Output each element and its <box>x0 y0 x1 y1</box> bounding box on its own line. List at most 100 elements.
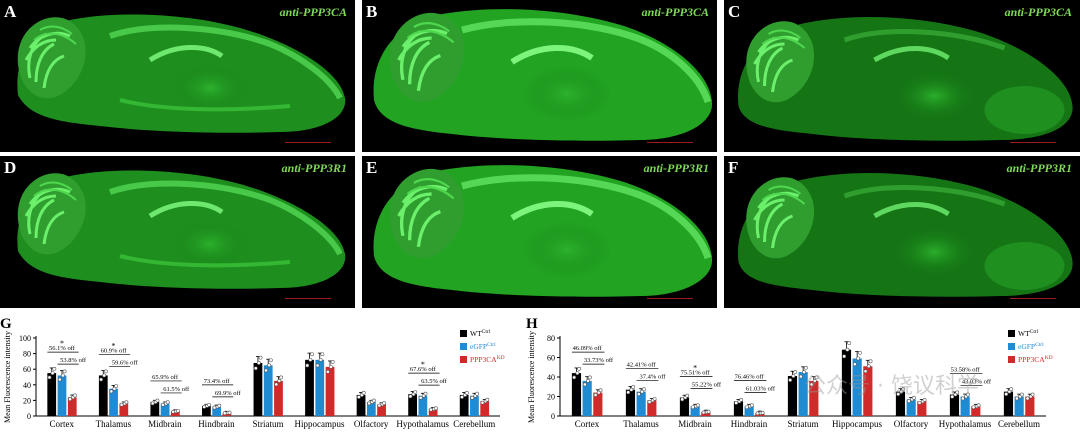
x-tick-label: Hippocampus <box>295 419 345 429</box>
data-point <box>227 410 232 415</box>
data-point <box>899 389 904 394</box>
annotation-top: 46.09% off <box>573 345 603 352</box>
data-point <box>60 373 65 378</box>
data-point <box>256 361 261 365</box>
data-point <box>852 362 857 367</box>
data-point <box>642 387 646 392</box>
data-point <box>950 394 955 399</box>
annotation-top: 75.51% off <box>681 369 711 376</box>
bar <box>593 392 603 416</box>
y-axis-label: Mean Fluorescence intensity <box>527 331 536 423</box>
watermark: 公众号 · 饶议科学 <box>804 374 979 399</box>
legend-label: eGFPCtrl <box>470 342 496 351</box>
annotation-bottom: 55.22% off <box>692 381 722 388</box>
legend-swatch <box>460 330 467 337</box>
data-point <box>966 392 970 397</box>
legend-swatch <box>460 356 467 363</box>
panel-title: anti-PPP3CA <box>1004 5 1072 19</box>
data-point <box>922 398 927 402</box>
scale-bar <box>285 142 331 143</box>
data-point <box>268 358 273 363</box>
bar <box>150 401 160 416</box>
panel-f: F anti-PPP3R1 <box>724 156 1080 308</box>
data-point <box>367 401 372 406</box>
data-point <box>377 403 382 408</box>
panel-title: anti-PPP3CA <box>279 5 347 19</box>
annotation-bottom: 53.8% off <box>60 357 87 364</box>
chart-g: G Mean Fluorescence intensity 0 20 40 60 80 10… <box>0 316 520 434</box>
bar <box>377 404 386 416</box>
data-point <box>685 393 690 398</box>
bar <box>366 401 376 416</box>
legend-swatch <box>1008 343 1015 350</box>
y-tick-label: 40 <box>23 381 31 390</box>
data-point <box>325 369 330 374</box>
chart-h: H Mean Fluorescence intensity 0 20 40 60 80 Co… <box>526 316 1080 434</box>
panel-title: anti-PPP3R1 <box>281 161 347 175</box>
annotation-bottom: 69.9% off <box>215 390 242 397</box>
data-point <box>279 375 284 380</box>
annotation-bottom: 63.5% off <box>421 378 448 385</box>
data-point <box>814 375 819 380</box>
x-tick-label: Hindbrain <box>198 419 235 429</box>
data-point <box>207 402 211 407</box>
data-point <box>253 366 258 371</box>
data-point <box>124 400 129 405</box>
significance-star: * <box>60 339 64 348</box>
significance-star: * <box>112 341 116 350</box>
data-point <box>701 410 706 415</box>
y-tick-label: 0 <box>551 412 555 421</box>
data-point <box>464 390 469 395</box>
bar <box>809 380 819 416</box>
data-point <box>906 399 911 403</box>
brain-section-image <box>0 0 355 152</box>
data-point <box>750 403 754 408</box>
brain-section-image <box>724 0 1080 152</box>
data-point <box>112 386 117 391</box>
bar <box>212 406 222 416</box>
bar <box>202 405 211 416</box>
panel-label: E <box>366 158 378 177</box>
data-point <box>264 368 268 373</box>
annotation-top: 53.58% off <box>951 367 981 374</box>
y-tick-label: 40 <box>547 373 555 382</box>
data-point <box>858 350 862 355</box>
data-point <box>680 397 685 402</box>
data-point <box>413 390 418 394</box>
bar <box>356 394 366 416</box>
bar <box>787 376 798 416</box>
data-point <box>1004 392 1009 396</box>
scale-bar <box>1010 298 1056 299</box>
data-point <box>690 405 695 410</box>
data-point <box>842 354 847 359</box>
data-point <box>277 379 282 383</box>
data-point <box>791 374 796 378</box>
bar <box>647 400 657 416</box>
annotation-bottom: 33.73% off <box>584 357 614 364</box>
bar <box>1014 396 1024 416</box>
data-point <box>460 395 464 399</box>
data-point <box>739 398 744 402</box>
data-point <box>429 407 433 412</box>
scale-bar <box>285 298 331 299</box>
x-tick-label: Hypothalamus <box>939 419 992 429</box>
data-point <box>798 374 803 379</box>
legend-label: PPP3CAKD <box>1018 355 1053 364</box>
annotation-bottom: 59.6% off <box>112 359 139 366</box>
legend-superscript: KD <box>497 355 505 361</box>
legend-label: eGFPCtrl <box>1018 342 1044 351</box>
bar <box>1025 396 1035 416</box>
annotation-top: 56.1% off <box>49 345 76 352</box>
legend-label: PPP3CAKD <box>470 355 505 364</box>
y-tick-label: 60 <box>547 354 555 363</box>
bar <box>971 406 981 416</box>
data-point <box>626 390 631 395</box>
bar <box>263 365 273 416</box>
data-point <box>212 405 217 410</box>
data-point <box>744 405 749 410</box>
brain-section-image <box>724 156 1080 308</box>
y-tick-label: 20 <box>547 393 555 402</box>
bar <box>863 366 873 416</box>
data-point <box>372 398 376 403</box>
data-point <box>305 363 310 368</box>
